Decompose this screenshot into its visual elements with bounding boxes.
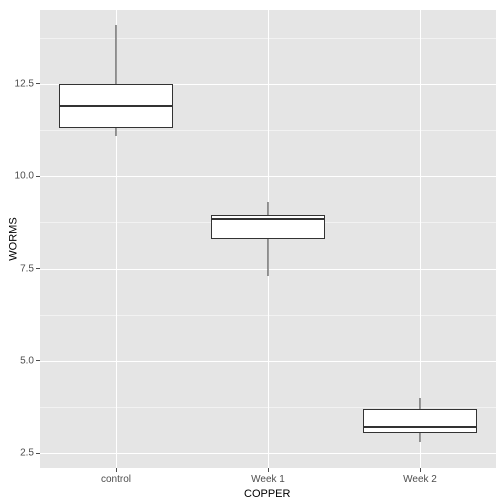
- y-tick-label: 10.0: [4, 171, 34, 182]
- whisker-lower: [420, 433, 421, 442]
- whisker-upper: [268, 202, 269, 215]
- tick-mark-y: [36, 360, 40, 361]
- boxplot-chart: WORMS COPPER 2.5 5.0 7.5 10.0 12.5 control Wee…: [0, 0, 504, 504]
- tick-mark-y: [36, 268, 40, 269]
- y-tick-label: 2.5: [4, 448, 34, 459]
- y-axis-title: WORMS: [8, 217, 20, 260]
- box-median: [363, 426, 477, 428]
- x-axis-title: COPPER: [244, 488, 290, 500]
- box-median: [59, 105, 173, 107]
- y-tick-label: 12.5: [4, 78, 34, 89]
- y-tick-label: 7.5: [4, 263, 34, 274]
- x-tick-label: Week 1: [251, 474, 285, 485]
- x-tick-label: control: [101, 474, 131, 485]
- x-tick-label: Week 2: [403, 474, 437, 485]
- whisker-lower: [268, 239, 269, 276]
- tick-mark-y: [36, 176, 40, 177]
- tick-mark-x: [116, 468, 117, 472]
- tick-mark-x: [420, 468, 421, 472]
- box-median: [211, 218, 325, 220]
- tick-mark-x: [268, 468, 269, 472]
- whisker-upper: [420, 398, 421, 409]
- y-tick-label: 5.0: [4, 355, 34, 366]
- whisker-upper: [116, 25, 117, 84]
- box: [363, 409, 477, 433]
- tick-mark-y: [36, 453, 40, 454]
- whisker-lower: [116, 128, 117, 135]
- tick-mark-y: [36, 83, 40, 84]
